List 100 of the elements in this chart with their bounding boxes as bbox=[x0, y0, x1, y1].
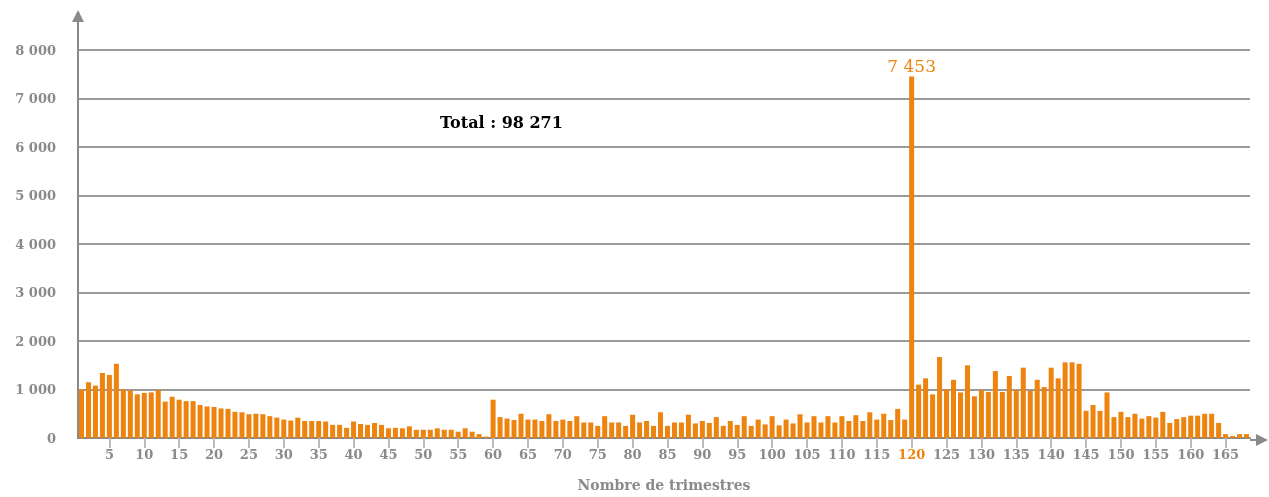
bar bbox=[609, 422, 615, 438]
y-tick-label: 1 000 bbox=[15, 382, 56, 397]
bar bbox=[1013, 389, 1019, 438]
bar bbox=[602, 416, 608, 438]
x-tick-label: 30 bbox=[274, 447, 293, 462]
bar bbox=[560, 419, 566, 438]
bar bbox=[1090, 405, 1096, 438]
bar bbox=[867, 412, 873, 438]
bar bbox=[860, 421, 866, 438]
bar bbox=[553, 421, 559, 438]
bar bbox=[1223, 434, 1229, 438]
bar bbox=[239, 412, 245, 438]
bar bbox=[385, 428, 391, 438]
bar bbox=[685, 414, 691, 438]
bar bbox=[525, 419, 531, 438]
bar bbox=[1160, 411, 1166, 438]
bar bbox=[1055, 378, 1061, 438]
bar bbox=[588, 422, 594, 438]
bar bbox=[678, 422, 684, 438]
bar bbox=[909, 76, 915, 438]
bar bbox=[727, 421, 733, 438]
bar bbox=[1125, 417, 1131, 438]
x-tick-label: 75 bbox=[588, 447, 607, 462]
bar bbox=[302, 421, 308, 438]
bar bbox=[944, 389, 950, 438]
bar bbox=[371, 422, 377, 438]
x-tick-label: 85 bbox=[658, 447, 677, 462]
bar bbox=[762, 424, 768, 438]
bar bbox=[197, 405, 203, 438]
bar bbox=[546, 414, 552, 438]
bar bbox=[427, 429, 433, 438]
bar bbox=[476, 434, 482, 438]
bar bbox=[623, 425, 629, 438]
bar bbox=[330, 424, 336, 438]
bar bbox=[1027, 390, 1033, 438]
x-tick-label: 145 bbox=[1072, 447, 1100, 462]
bar bbox=[378, 424, 384, 438]
x-tick-label: 110 bbox=[828, 447, 856, 462]
bar bbox=[992, 371, 998, 438]
bar bbox=[1118, 411, 1124, 438]
bar bbox=[169, 396, 175, 438]
bar bbox=[141, 392, 147, 438]
bar bbox=[692, 423, 698, 438]
x-tick-label: 130 bbox=[967, 447, 995, 462]
bar bbox=[769, 416, 775, 438]
bar bbox=[971, 396, 977, 438]
bar bbox=[1237, 434, 1243, 438]
bar bbox=[420, 429, 426, 438]
bar bbox=[985, 391, 991, 438]
bar bbox=[916, 384, 922, 438]
bar bbox=[825, 416, 831, 438]
bar bbox=[462, 428, 468, 438]
bar bbox=[1076, 363, 1082, 438]
bar bbox=[923, 378, 929, 438]
bar bbox=[790, 423, 796, 438]
bar bbox=[937, 357, 943, 438]
bar bbox=[113, 363, 119, 438]
annotation: Total : 98 271 bbox=[440, 112, 563, 132]
bar bbox=[539, 421, 545, 438]
bar bbox=[713, 417, 719, 438]
bar bbox=[99, 373, 105, 438]
bar bbox=[120, 389, 126, 438]
bar bbox=[1020, 367, 1026, 438]
x-tick-label: 65 bbox=[518, 447, 538, 462]
bar bbox=[127, 390, 133, 438]
bar bbox=[406, 426, 412, 438]
bar bbox=[288, 420, 294, 438]
x-tick-label: 140 bbox=[1037, 447, 1065, 462]
bar bbox=[978, 389, 984, 438]
bar bbox=[392, 427, 398, 438]
bar bbox=[1062, 362, 1068, 438]
x-tick-label: 90 bbox=[693, 447, 712, 462]
bar bbox=[497, 417, 503, 438]
bar bbox=[532, 419, 538, 438]
x-tick-label: 150 bbox=[1107, 447, 1135, 462]
y-tick-label: 4 000 bbox=[15, 236, 56, 252]
bar bbox=[574, 416, 580, 438]
x-tick-label: 20 bbox=[204, 447, 224, 462]
bar bbox=[148, 392, 154, 438]
x-tick-label: 50 bbox=[414, 447, 433, 462]
bar bbox=[1167, 422, 1173, 438]
bar bbox=[776, 425, 782, 438]
bar bbox=[253, 413, 259, 438]
x-tick-label: 165 bbox=[1212, 447, 1240, 462]
bar bbox=[1132, 413, 1138, 438]
bar bbox=[671, 422, 677, 438]
x-tick-label: 105 bbox=[793, 447, 821, 462]
bar bbox=[316, 421, 322, 438]
x-tick-label: 55 bbox=[449, 447, 468, 462]
bar bbox=[1111, 417, 1117, 438]
y-tick-label: 0 bbox=[46, 430, 56, 446]
bar bbox=[888, 420, 894, 438]
bar bbox=[295, 417, 301, 438]
bar bbox=[567, 421, 573, 438]
bar bbox=[260, 414, 266, 438]
x-tick-label: 160 bbox=[1177, 447, 1205, 462]
y-tick-label: 5 000 bbox=[15, 188, 56, 203]
bar bbox=[839, 416, 845, 438]
bar bbox=[1041, 387, 1047, 438]
bar bbox=[881, 413, 887, 438]
